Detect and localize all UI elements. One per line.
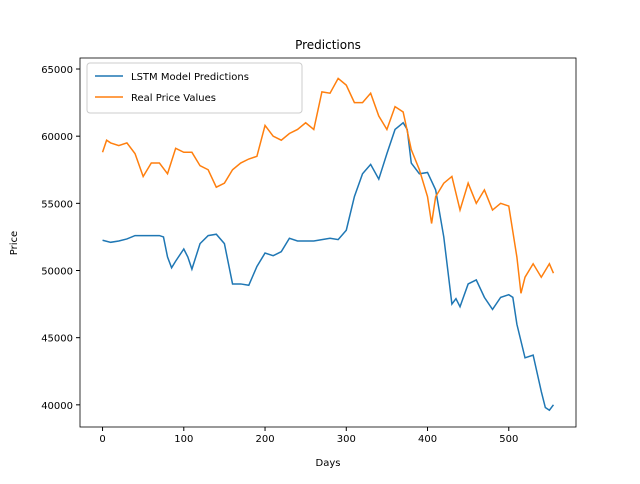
legend-box (86, 62, 303, 114)
y-tick-label: 60000 (41, 132, 73, 143)
x-tick-label: 400 (418, 434, 437, 445)
y-tick-label: 40000 (41, 401, 73, 412)
legend-label: Real Price Values (131, 93, 216, 104)
legend-label: LSTM Model Predictions (131, 72, 249, 83)
line-series (101, 77, 555, 294)
y-tick-label: 65000 (41, 65, 73, 76)
x-tick-label: 500 (499, 434, 518, 445)
line-series (102, 121, 555, 412)
x-tick-label: 0 (99, 434, 105, 445)
y-axis-label: Price (9, 231, 20, 255)
plot-frame (79, 57, 577, 428)
y-tick-label: 45000 (41, 334, 73, 345)
x-tick-label: 200 (255, 434, 274, 445)
x-axis-label: Days (316, 458, 341, 469)
chart-title: Predictions (295, 38, 361, 52)
y-tick-label: 55000 (41, 199, 73, 210)
x-tick-label: 100 (174, 434, 193, 445)
y-tick-label: 50000 (41, 267, 73, 278)
x-tick-label: 300 (337, 434, 356, 445)
